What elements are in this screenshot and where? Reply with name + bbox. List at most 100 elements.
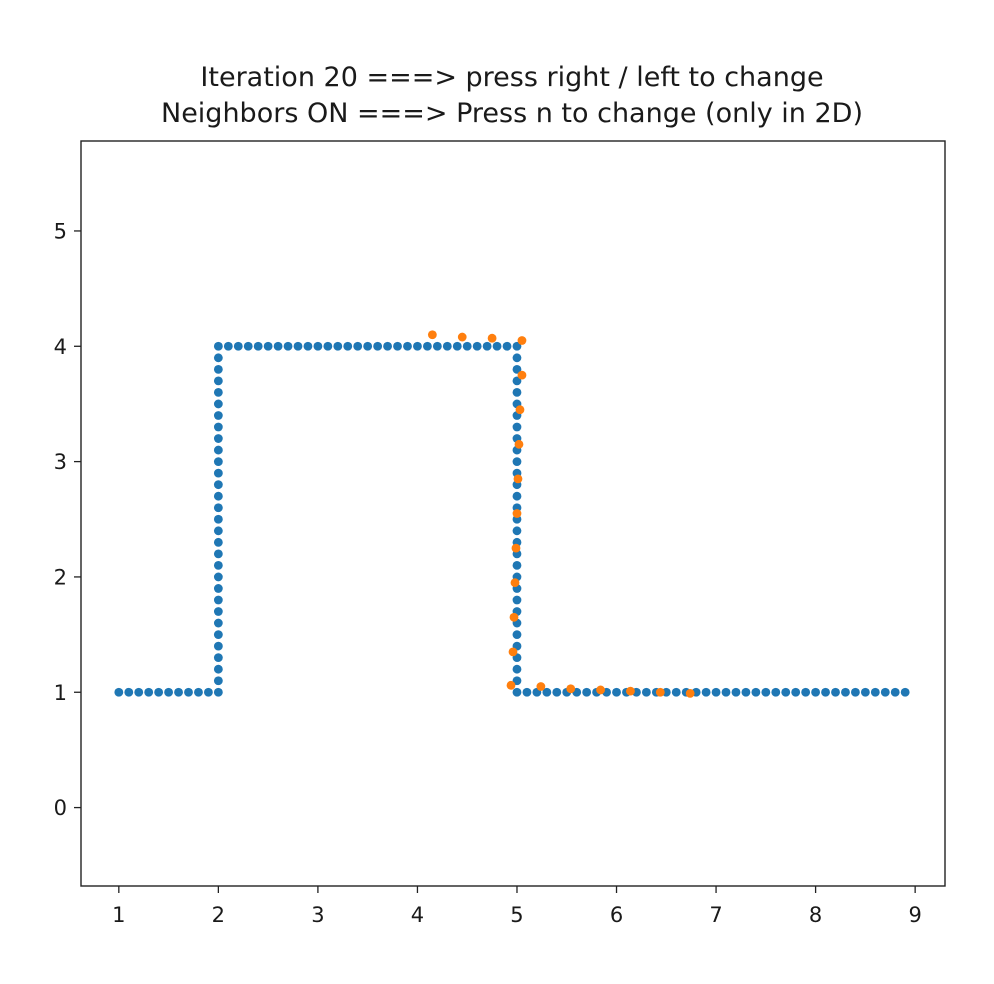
series-1-point-69 (492, 341, 502, 351)
series-1-point-56 (363, 341, 373, 351)
series-1-point-99 (512, 664, 522, 674)
plot-frame (80, 140, 946, 887)
series-1-point-81 (512, 457, 522, 466)
series-1-point-87 (512, 526, 522, 536)
series-1-point-4 (144, 687, 154, 697)
series-1-point-36 (213, 399, 223, 409)
series-1-point-65 (452, 341, 462, 351)
series-1-point-21 (213, 572, 223, 582)
series-1-point-47 (273, 341, 283, 351)
series-1-point-26 (213, 514, 223, 524)
axis-ticks: 1 2 3 4 5 6 7 8 9 0 1 2 3 4 5 (54, 219, 922, 927)
series-1-point-129 (791, 687, 801, 697)
series-1-point-78 (512, 422, 522, 432)
series-1-point-66 (462, 341, 472, 351)
series-1-point-20 (213, 584, 223, 593)
series-1-point-35 (213, 411, 223, 420)
series-1-point-32 (213, 445, 223, 455)
series-1-point-40 (213, 353, 223, 363)
series-2-point-18 (626, 686, 635, 696)
series-1-point-108 (582, 687, 592, 697)
x-tick-label-8: 8 (809, 903, 822, 927)
data-points (114, 330, 910, 698)
series-1-point-133 (831, 687, 840, 697)
series-2-point-3 (487, 333, 497, 343)
series-1-point-49 (293, 341, 303, 351)
series-1-point-117 (671, 687, 681, 697)
y-tick-label-5: 5 (54, 219, 67, 243)
series-1-point-55 (353, 341, 363, 351)
series-1-point-128 (781, 687, 791, 697)
series-1-point-11 (213, 687, 223, 697)
series-1-point-134 (841, 687, 850, 697)
series-1-point-12 (213, 676, 223, 686)
x-tick-label-7: 7 (709, 903, 722, 927)
series-1-point-13 (213, 664, 223, 674)
series-1-point-140 (900, 687, 910, 697)
x-tick-label-9: 9 (908, 903, 921, 927)
series-1-point-62 (423, 341, 432, 351)
y-tick-label-4: 4 (54, 335, 67, 359)
series-1-point-122 (721, 687, 731, 697)
series-2-point-6 (515, 405, 525, 415)
y-tick-label-1: 1 (54, 681, 67, 705)
series-1-point-114 (641, 687, 651, 697)
series-1-point-37 (213, 388, 223, 397)
series-1-point-136 (860, 687, 870, 697)
series-1-point-61 (413, 341, 422, 351)
series-1-point-93 (512, 595, 522, 605)
series-1-point-3 (134, 687, 144, 697)
series-1-point-41 (213, 341, 223, 351)
x-tick-label-5: 5 (510, 903, 523, 927)
series-1-point-42 (223, 341, 233, 351)
series-1-point-131 (811, 687, 820, 697)
series-1-point-138 (880, 687, 890, 697)
chart-title-line-1: Iteration 20 ===> press right / left to … (200, 62, 823, 93)
series-1-point-102 (522, 687, 532, 697)
series-2-point-15 (536, 682, 546, 691)
series-1-point-70 (502, 341, 512, 351)
series-1-point-127 (771, 687, 781, 697)
series-1-point-15 (213, 641, 223, 651)
series-1-point-24 (213, 537, 223, 547)
series-1-point-16 (213, 630, 223, 639)
series-1-point-64 (442, 341, 452, 351)
series-2-point-14 (506, 680, 516, 690)
series-1-point-135 (851, 687, 860, 697)
series-1-point-53 (333, 341, 343, 351)
series-1-point-63 (432, 341, 442, 351)
series-1-point-52 (323, 341, 333, 351)
series-1-point-111 (612, 687, 621, 697)
series-1-point-68 (482, 341, 492, 351)
series-1-point-22 (213, 561, 223, 570)
series-1-point-10 (204, 687, 213, 697)
x-tick-label-1: 1 (112, 903, 125, 927)
series-2-point-17 (596, 685, 605, 695)
series-1-point-120 (701, 687, 711, 697)
series-1-point-23 (213, 549, 223, 559)
series-1-point-6 (164, 687, 173, 697)
series-2-point-5 (517, 370, 527, 380)
series-1-point-34 (213, 422, 223, 432)
series-1-point-105 (552, 687, 562, 697)
series-2-point-4 (517, 336, 527, 345)
series-1-point-17 (213, 618, 223, 628)
series-1-point-31 (213, 457, 223, 466)
series-1-point-19 (213, 595, 223, 605)
y-tick-label-0: 0 (54, 796, 67, 820)
series-2-point-2 (457, 332, 467, 342)
series-1-point-7 (174, 687, 183, 697)
series-1-point-57 (373, 341, 383, 351)
series-1-point-126 (761, 687, 771, 697)
series-1-point-39 (213, 364, 223, 374)
series-1-point-100 (512, 676, 522, 686)
series-1-point-90 (512, 561, 522, 570)
series-2-point-8 (513, 474, 523, 484)
x-tick-label-3: 3 (311, 903, 324, 927)
series-1-point-2 (124, 687, 134, 697)
series-2-point-1 (427, 330, 437, 340)
series-1-point-48 (283, 341, 293, 351)
series-2-point-11 (510, 578, 520, 588)
series-1-point-132 (821, 687, 830, 697)
